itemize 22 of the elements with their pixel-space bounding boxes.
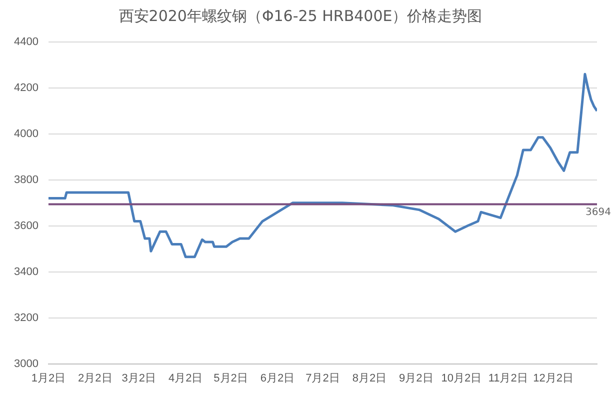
x-tick-label: 1月2日 xyxy=(31,372,66,384)
x-tick-label: 6月2日 xyxy=(260,372,295,384)
x-tick-label: 2月2日 xyxy=(78,372,112,384)
x-tick-label: 12月2日 xyxy=(533,372,574,384)
x-tick-label: 9月2日 xyxy=(399,372,434,384)
y-tick-label: 4000 xyxy=(14,128,38,140)
y-tick-label: 4200 xyxy=(14,82,38,94)
y-tick-label: 3600 xyxy=(14,220,38,232)
x-tick-label: 5月2日 xyxy=(214,372,248,384)
x-tick-label: 8月2日 xyxy=(352,372,387,384)
y-tick-label: 3800 xyxy=(14,174,38,186)
x-tick-label: 10月2日 xyxy=(441,372,482,384)
ref-line-label: 3694 xyxy=(586,206,611,218)
y-tick-label: 3200 xyxy=(14,312,38,324)
y-tick-label: 4400 xyxy=(14,36,38,48)
y-tick-label: 3000 xyxy=(14,358,38,370)
x-tick-label: 4月2日 xyxy=(168,372,203,384)
x-tick-label: 3月2日 xyxy=(122,372,156,384)
x-tick-label: 11月2日 xyxy=(488,372,528,384)
x-tick-label: 7月2日 xyxy=(306,372,340,384)
chart-title: 西安2020年螺纹钢（Φ16-25 HRB400E）价格走势图 xyxy=(118,6,482,25)
y-tick-label: 3400 xyxy=(14,266,38,278)
